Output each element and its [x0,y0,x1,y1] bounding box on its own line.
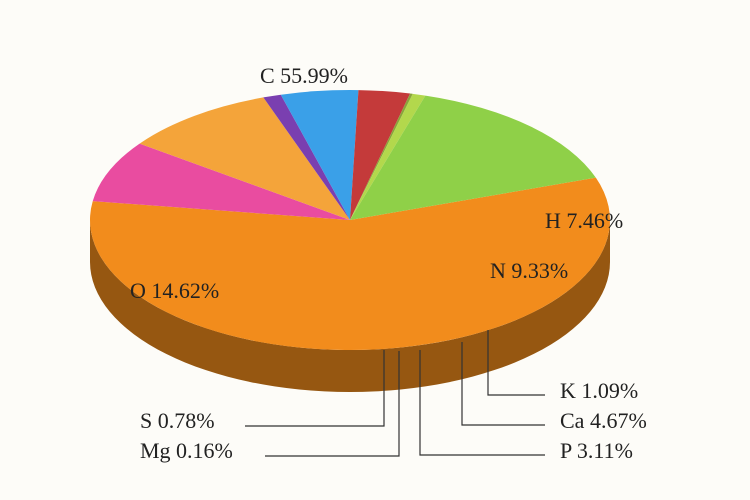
label-P: P 3.11% [560,438,633,464]
label-K: K 1.09% [560,378,638,404]
pie-chart-3d: C 55.99% H 7.46% N 9.33% K 1.09% Ca 4.67% P 3… [0,0,750,500]
label-Mg: Mg 0.16% [140,438,233,464]
label-N: N 9.33% [490,258,568,284]
label-H: H 7.46% [545,208,623,234]
label-Ca: Ca 4.67% [560,408,647,434]
label-C: C 55.99% [260,63,348,89]
label-S: S 0.78% [140,408,215,434]
label-O: O 14.62% [130,278,219,304]
